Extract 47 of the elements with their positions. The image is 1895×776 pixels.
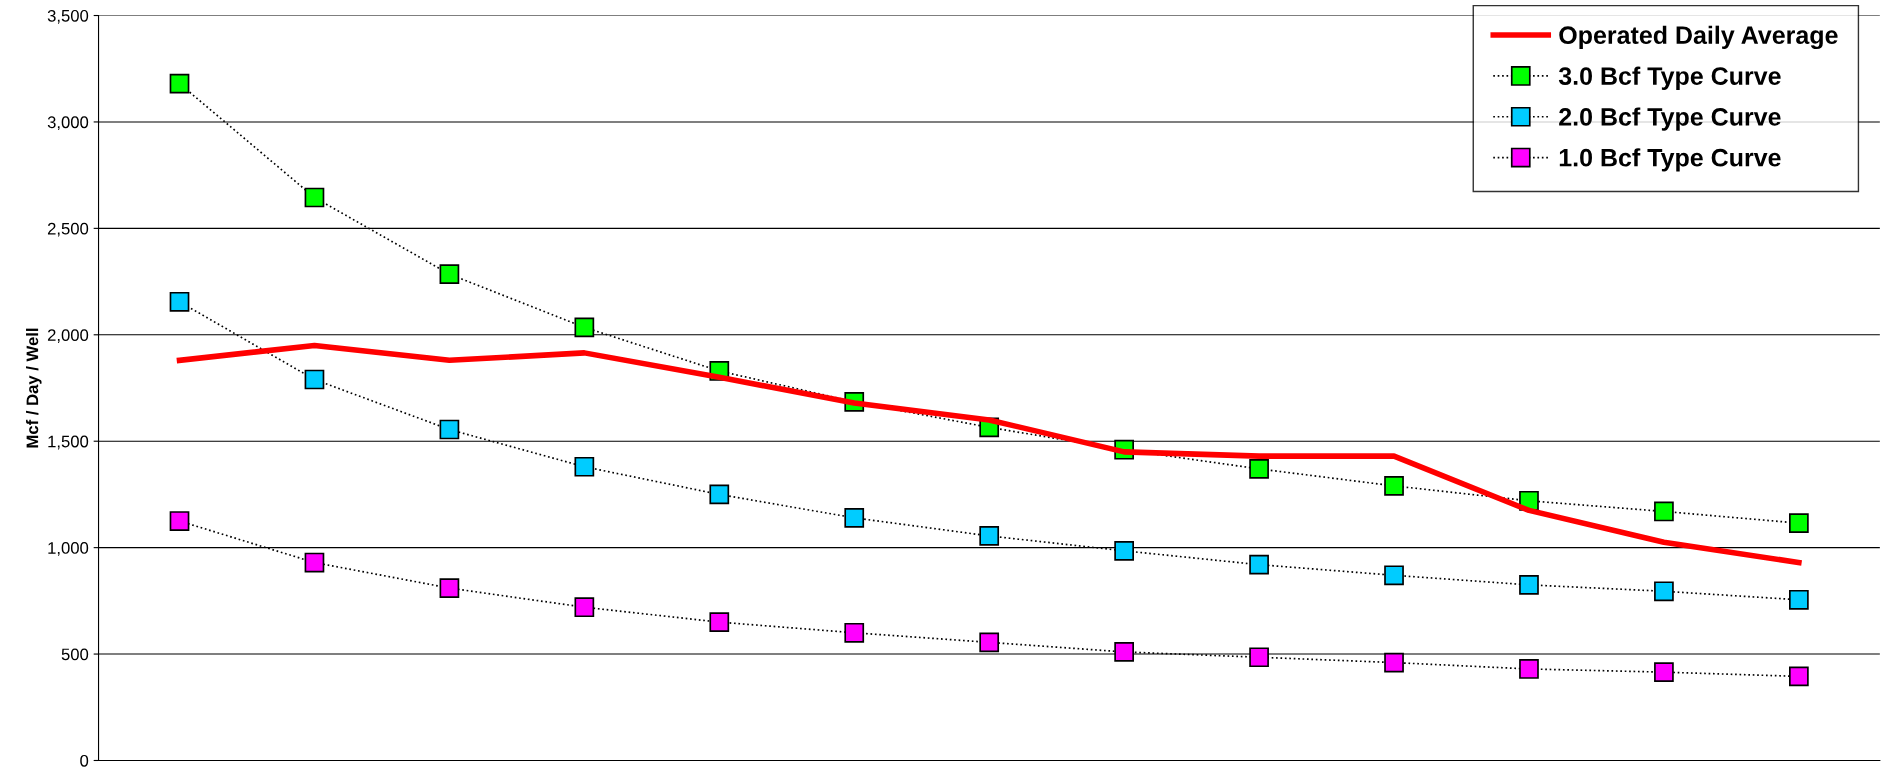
legend-label: 1.0 Bcf Type Curve <box>1559 148 1781 172</box>
point <box>1249 554 1269 575</box>
point <box>1384 565 1404 586</box>
y-tick-label: 1,500 <box>48 435 89 450</box>
point <box>574 597 595 618</box>
point <box>979 632 1000 653</box>
point <box>979 526 1000 546</box>
point <box>439 578 460 598</box>
point <box>1114 540 1135 561</box>
y-tick-label: 500 <box>61 648 89 661</box>
point <box>439 419 460 440</box>
point <box>1519 575 1539 595</box>
point <box>1249 647 1269 668</box>
point <box>1249 459 1269 479</box>
point <box>1789 666 1809 687</box>
y-tick-label: 2,500 <box>47 222 89 237</box>
legend-label: 3.0 Bcf Type Curve <box>1558 66 1781 90</box>
y-tick-label: 2,000 <box>47 329 89 343</box>
point <box>169 511 190 531</box>
point <box>304 187 325 208</box>
point <box>1654 501 1674 522</box>
point <box>709 484 730 505</box>
point <box>1654 581 1674 602</box>
point <box>439 264 460 284</box>
point <box>574 317 595 338</box>
legend-label: Operated Daily Average <box>1559 25 1838 50</box>
point <box>1789 513 1809 534</box>
point <box>1384 476 1404 496</box>
legend-label: 2.0 Bcf Type Curve <box>1559 107 1781 131</box>
point <box>169 291 190 312</box>
y-tick-label: 1,000 <box>48 542 89 556</box>
point <box>169 73 190 94</box>
y-axis-title: Mcf / Day / Well <box>26 328 42 448</box>
point <box>709 612 730 632</box>
point <box>1789 589 1809 610</box>
y-tick-label: 0 <box>80 754 89 767</box>
y-tick-label: 3,500 <box>47 9 89 24</box>
y-tick-label: 3,000 <box>47 116 89 131</box>
point <box>304 552 325 573</box>
point <box>844 507 865 528</box>
point <box>1114 642 1135 662</box>
point <box>574 456 595 477</box>
point <box>1519 659 1539 679</box>
point <box>304 369 325 390</box>
point <box>844 622 865 643</box>
point <box>1654 662 1674 683</box>
point <box>1384 652 1404 673</box>
